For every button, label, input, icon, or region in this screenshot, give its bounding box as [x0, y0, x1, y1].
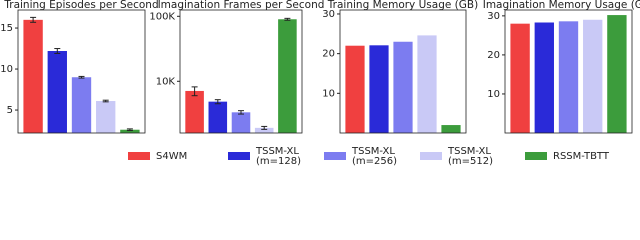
bar — [510, 23, 530, 134]
axes-frame — [179, 9, 303, 134]
legend-label: TSSM-XL — [447, 146, 491, 157]
bar — [23, 19, 43, 134]
y-tick-label: 30 — [487, 11, 500, 22]
y-tick-label: 10 — [487, 89, 500, 100]
bar — [583, 19, 603, 134]
y-tick-label: 10K — [156, 76, 176, 87]
legend-swatch — [525, 152, 547, 160]
bar — [558, 21, 579, 134]
chart: Training Episodes per Second 5 10 15 Imagina… — [0, 0, 640, 167]
bar — [393, 41, 413, 133]
legend-label: (m=128) — [256, 156, 301, 167]
legend-label: TSSM-XL — [255, 146, 299, 157]
bar — [231, 112, 251, 133]
bar — [96, 101, 116, 133]
legend-swatch — [128, 152, 150, 160]
legend-swatch — [324, 152, 346, 160]
bar — [278, 19, 297, 133]
y-tick-label: 10 — [322, 88, 335, 99]
legend-swatch — [228, 152, 250, 160]
y-tick-label: 100K — [149, 11, 175, 22]
legend-label: TSSM-XL — [351, 146, 395, 157]
bar — [185, 90, 204, 133]
y-tick-label: 5 — [7, 105, 13, 116]
bar — [369, 45, 389, 133]
y-tick-label: 10 — [0, 64, 13, 75]
bar — [47, 51, 67, 133]
y-tick-label: 15 — [0, 23, 13, 34]
axes-frame — [504, 9, 633, 134]
chart-title: Training Memory Usage (GB) — [327, 0, 478, 11]
bar — [120, 129, 140, 133]
chart-title: Imagination Memory Usage (GB) — [483, 0, 640, 11]
bar — [345, 45, 365, 133]
legend-label: RSSM-TBTT — [553, 151, 610, 162]
bar — [208, 101, 228, 133]
chart-title: Training Episodes per Second — [3, 0, 158, 11]
axes-frame — [17, 9, 146, 134]
axes-frame — [339, 9, 467, 134]
legend-label: (m=256) — [352, 156, 397, 167]
legend-swatch — [420, 152, 442, 160]
bar — [441, 125, 461, 133]
y-tick-label: 20 — [322, 49, 335, 60]
legend-label: (m=512) — [448, 156, 493, 167]
bar — [534, 22, 554, 133]
bar — [254, 127, 274, 133]
bar — [607, 15, 627, 134]
chart-title: Imagination Frames per Second — [158, 0, 325, 11]
bar — [417, 35, 437, 133]
y-tick-label: 20 — [487, 50, 500, 61]
bar — [71, 77, 92, 133]
legend-label: S4WM — [156, 151, 187, 162]
y-tick-label: 30 — [322, 9, 335, 20]
